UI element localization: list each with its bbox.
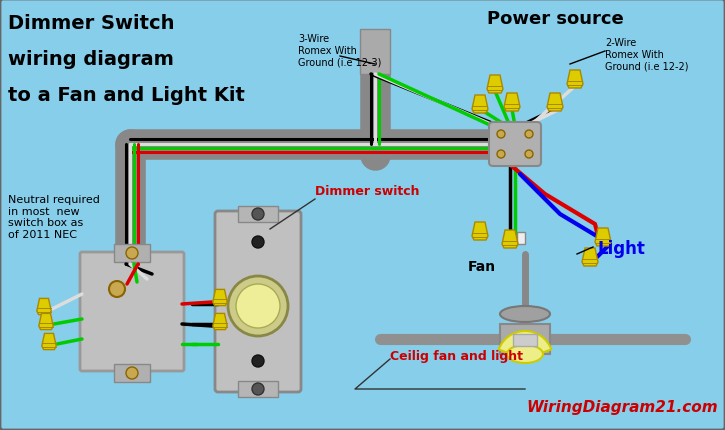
Bar xyxy=(517,233,525,244)
Bar xyxy=(238,381,278,397)
Polygon shape xyxy=(504,94,520,112)
Text: 2-Wire
Romex With
Ground (i.e 12-2): 2-Wire Romex With Ground (i.e 12-2) xyxy=(605,38,689,71)
Ellipse shape xyxy=(500,306,550,322)
Text: Power source: Power source xyxy=(486,10,624,28)
Text: 3-Wire
Romex With
Ground (i.e 12-3): 3-Wire Romex With Ground (i.e 12-3) xyxy=(298,34,381,67)
Polygon shape xyxy=(487,76,503,94)
Bar xyxy=(500,324,550,354)
Circle shape xyxy=(497,150,505,159)
Circle shape xyxy=(525,131,533,139)
Polygon shape xyxy=(213,290,227,306)
FancyBboxPatch shape xyxy=(215,212,301,392)
Polygon shape xyxy=(472,96,488,114)
Polygon shape xyxy=(502,230,518,249)
Circle shape xyxy=(525,150,533,159)
Text: Dimmer Switch: Dimmer Switch xyxy=(8,14,175,33)
Text: Ceilig fan and light: Ceilig fan and light xyxy=(390,349,523,362)
FancyBboxPatch shape xyxy=(489,123,541,166)
Bar xyxy=(513,334,537,346)
Circle shape xyxy=(109,281,125,297)
Text: Dimmer switch: Dimmer switch xyxy=(315,184,420,197)
Circle shape xyxy=(252,383,264,395)
Bar xyxy=(360,30,390,75)
Circle shape xyxy=(252,237,264,249)
Text: Neutral required
in most  new
switch box as
of 2011 NEC: Neutral required in most new switch box … xyxy=(8,194,100,239)
Circle shape xyxy=(126,247,138,259)
Circle shape xyxy=(252,209,264,221)
Polygon shape xyxy=(39,313,53,330)
Text: wiring diagram: wiring diagram xyxy=(8,50,174,69)
Wedge shape xyxy=(499,331,551,359)
Ellipse shape xyxy=(507,345,543,363)
Polygon shape xyxy=(213,313,227,330)
Polygon shape xyxy=(472,222,488,240)
Text: Fan: Fan xyxy=(468,259,496,273)
Bar xyxy=(114,244,150,262)
Text: to a Fan and Light Kit: to a Fan and Light Kit xyxy=(8,86,245,105)
Circle shape xyxy=(228,276,288,336)
Polygon shape xyxy=(567,71,583,89)
Circle shape xyxy=(497,131,505,139)
Bar xyxy=(114,364,150,382)
Polygon shape xyxy=(595,228,611,246)
Circle shape xyxy=(252,355,264,367)
Polygon shape xyxy=(37,299,51,315)
Bar xyxy=(238,206,278,222)
Polygon shape xyxy=(547,94,563,112)
Circle shape xyxy=(126,367,138,379)
FancyBboxPatch shape xyxy=(80,252,184,371)
Polygon shape xyxy=(42,334,57,350)
Circle shape xyxy=(236,284,280,328)
Polygon shape xyxy=(582,249,598,266)
Text: Light: Light xyxy=(598,240,646,258)
Text: WiringDiagram21.com: WiringDiagram21.com xyxy=(526,399,718,414)
